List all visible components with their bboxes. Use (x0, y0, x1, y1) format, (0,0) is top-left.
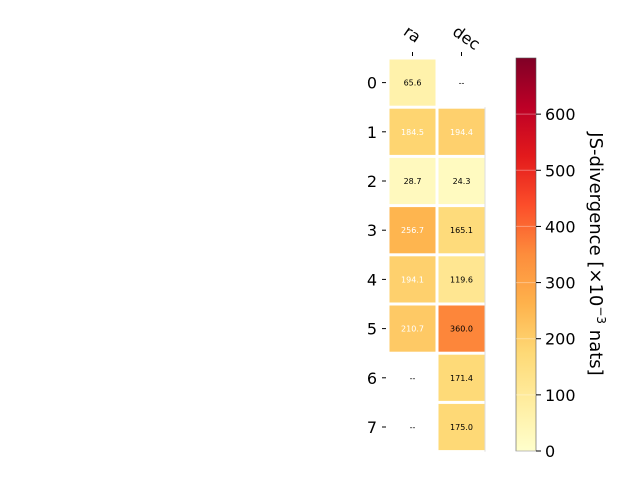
heatmap-cell (438, 354, 485, 401)
cell-value-label: 194.1 (401, 275, 424, 284)
cell-value-label: 65.6 (404, 79, 422, 88)
heatmap-cell (389, 59, 436, 106)
colorbar-gradient (515, 57, 537, 452)
column-label-ra: ra (400, 22, 424, 47)
column-labels: ra dec (400, 22, 484, 56)
heatmap-cell (389, 157, 436, 205)
row-label-5: 5 (367, 320, 377, 339)
colorbar-label-main: JS-divergence [×10 (585, 131, 606, 306)
colorbar-tick-label: 600 (545, 105, 576, 124)
cell-value-label: 256.7 (401, 226, 424, 235)
cell-value-label: 165.1 (450, 226, 473, 235)
cell-value-label: 119.6 (450, 275, 473, 284)
heatmap-cell (438, 256, 485, 303)
row-label-1: 1 (367, 123, 377, 142)
row-label-2: 2 (367, 172, 377, 191)
cell-value-label: 360.0 (450, 325, 473, 334)
row-label-6: 6 (367, 369, 377, 388)
cell-value-label: 175.0 (450, 423, 473, 432)
heatmap-grid: 65.6 -- 184.5 194.4 28.7 24.3 256.7 165.1 194.1 1… (389, 59, 486, 452)
colorbar-tick-label: 100 (545, 386, 576, 405)
heatmap-cell (438, 157, 485, 205)
row-label-4: 4 (367, 270, 377, 289)
colorbar-tick-label: 400 (545, 217, 576, 236)
heatmap-cell (389, 207, 436, 254)
cell-value-label: -- (459, 79, 465, 88)
row-label-0: 0 (367, 74, 377, 93)
cell-value-label: -- (410, 374, 416, 383)
cell-value-label: 28.7 (404, 177, 422, 186)
cell-value-label: 24.3 (453, 177, 471, 186)
heatmap-cell (389, 108, 436, 155)
cell-value-label: 210.7 (401, 325, 424, 334)
row-label-7: 7 (367, 418, 377, 437)
cell-value-label: 184.5 (401, 128, 424, 137)
colorbar-label: JS-divergence [×10−3 nats] (585, 131, 608, 375)
colorbar-label-exponent: −3 (594, 306, 608, 324)
row-label-3: 3 (367, 221, 377, 240)
heatmap-cell (438, 207, 485, 254)
heatmap-cell (438, 403, 485, 451)
colorbar-ticks: 0 100 200 300 400 500 600 (516, 105, 576, 461)
colorbar: 0 100 200 300 400 500 600 JS-divergence [×10−3… (515, 57, 608, 461)
cell-value-label: 194.4 (450, 128, 473, 137)
colorbar-tick-label: 0 (545, 442, 555, 461)
cell-value-label: 171.4 (450, 374, 473, 383)
colorbar-tick-label: 500 (545, 161, 576, 180)
heatmap-cell (389, 256, 436, 303)
column-label-dec: dec (449, 22, 483, 54)
cell-value-label: -- (410, 423, 416, 432)
row-labels: 0 1 2 3 4 5 6 7 (367, 74, 386, 437)
heatmap-cell (389, 305, 436, 352)
colorbar-tick-label: 200 (545, 330, 576, 349)
heatmap-cell (438, 108, 485, 155)
colorbar-label-tail: nats] (585, 324, 606, 376)
colorbar-tick-label: 300 (545, 274, 576, 293)
heatmap-cell (438, 305, 485, 352)
